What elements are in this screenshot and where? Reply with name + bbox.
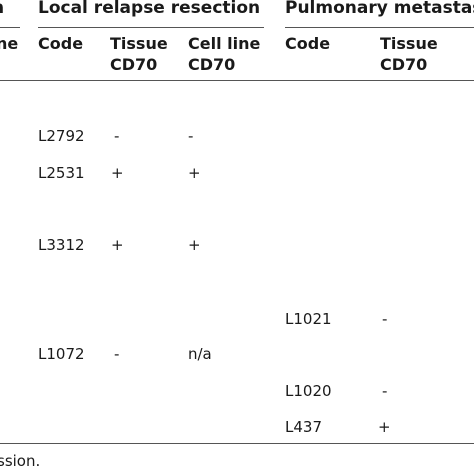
table-footnote: ssion. — [0, 452, 41, 470]
table-cell-tissue-pulmonary: + — [378, 418, 391, 436]
table-cell-code-local: L2792 — [38, 127, 85, 145]
table-cell-tissue-pulmonary: - — [382, 382, 388, 400]
table-bottom-rule — [0, 443, 474, 444]
table-cell-code-local: L1072 — [38, 345, 85, 363]
table-cell-tissue-local: + — [111, 164, 124, 182]
table-cell-cellline-local: - — [188, 127, 194, 145]
subheader-tissue-local-line2: CD70 — [110, 55, 158, 74]
table-cell-tissue-pulmonary: - — [382, 310, 388, 328]
subheader-code-local: Code — [38, 34, 84, 53]
table-cell-cellline-local: + — [188, 164, 201, 182]
group-header-pulmonary: Pulmonary metastasi — [285, 0, 474, 18]
subheader-fragment: ne — [0, 34, 19, 53]
group-rule-pulmonary — [285, 27, 474, 28]
subheader-tissue-pulmonary-line2: CD70 — [380, 55, 428, 74]
group-header-fragment: n — [0, 0, 4, 18]
header-bottom-rule — [0, 80, 474, 81]
subheader-tissue-pulmonary-line1: Tissue — [380, 34, 438, 53]
table-cell-tissue-local: + — [111, 236, 124, 254]
table-cell-code-pulmonary: L1020 — [285, 382, 332, 400]
group-rule-local-relapse — [38, 27, 264, 28]
subheader-cellline-local-line2: CD70 — [188, 55, 236, 74]
group-header-local-relapse: Local relapse resection — [38, 0, 261, 18]
table-cell-tissue-local: - — [114, 345, 120, 363]
subheader-cellline-local-line1: Cell line — [188, 34, 261, 53]
table-cell-cellline-local: n/a — [188, 345, 212, 363]
table-cell-tissue-local: - — [114, 127, 120, 145]
subheader-code-pulmonary: Code — [285, 34, 331, 53]
table-cell-code-local: L3312 — [38, 236, 85, 254]
table-cell-code-pulmonary: L437 — [285, 418, 322, 436]
subheader-tissue-local-line1: Tissue — [110, 34, 168, 53]
table-cell-code-pulmonary: L1021 — [285, 310, 332, 328]
table-cell-code-local: L2531 — [38, 164, 85, 182]
group-rule-fragment — [0, 27, 20, 28]
table-cell-cellline-local: + — [188, 236, 201, 254]
